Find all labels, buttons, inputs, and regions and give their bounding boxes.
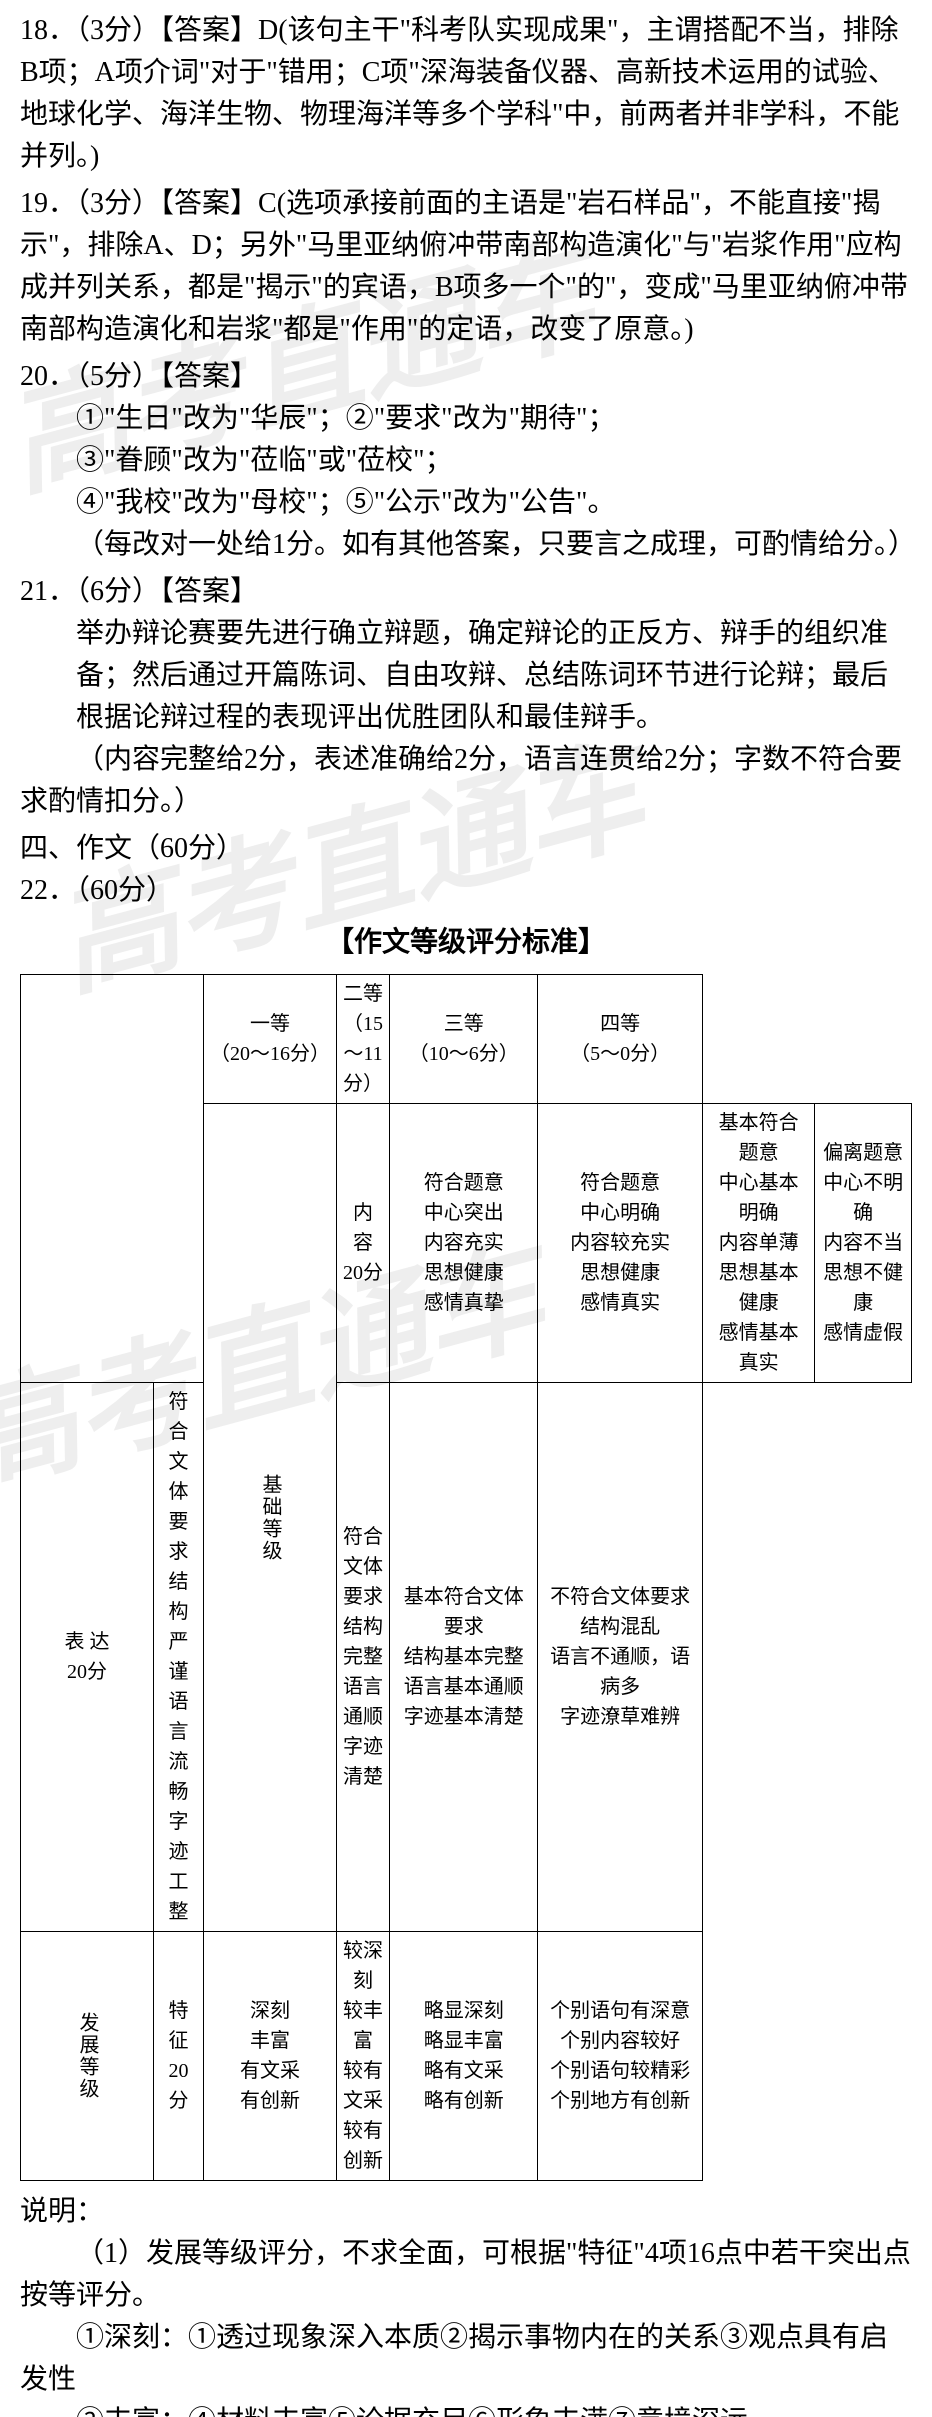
question-21: 21．（6分）【答案】 举办辩论赛要先进行确立辩题，确定辩论的正反方、辩手的组织… [20, 571, 912, 823]
expression-col4: 不符合文体要求 结构混乱 语言不通顺，语病多 字迹潦草难辨 [538, 1383, 702, 1932]
q21-points: （6分） [76, 576, 160, 607]
feature-label: 特 征20分 [154, 1932, 204, 2181]
q20-line3: ④"我校"改为"母校"；⑤"公示"改为"公告"。 [20, 482, 912, 524]
table-row-feature: 发展等级 特 征20分 深刻 丰富 有文采 有创新 较深刻 较丰富 较有文采 较… [21, 1932, 912, 2181]
q18-points: （3分） [76, 15, 160, 46]
q19-label: 【答案】 [160, 188, 258, 219]
content-col3: 基本符合题意 中心基本明确 内容单薄 思想基本健康 感情基本真实 [702, 1104, 815, 1383]
question-20: 20．（5分）【答案】 ①"生日"改为"华辰"；②"要求"改为"期待"； ③"眷… [20, 356, 912, 566]
feature-col3: 略显深刻 略显丰富 略有文采 略有创新 [390, 1932, 538, 2181]
table-row-expression: 表 达20分 符合文体要求 结构严谨 语言流畅 字迹工整 符合文体要求 结构完整… [21, 1383, 912, 1932]
question-19: 19．（3分）【答案】C(选项承接前面的主语是"岩石样品"，不能直接"揭示"，排… [20, 183, 912, 351]
expression-col1: 符合文体要求 结构严谨 语言流畅 字迹工整 [154, 1383, 204, 1932]
q22-number: 22． [20, 875, 76, 906]
content-label: 内 容20分 [337, 1104, 390, 1383]
explanation-item1: （1）发展等级评分，不求全面，可根据"特征"4项16点中若干突出点按等评分。 [20, 2233, 912, 2317]
header-col1: 一等（20～16分） [204, 975, 337, 1104]
q20-line1: ①"生日"改为"华辰"；②"要求"改为"期待"； [20, 398, 912, 440]
section-4-title: 四、作文（60分） [20, 828, 912, 870]
table-title: 【作文等级评分标准】 [20, 922, 912, 964]
content-col4: 偏离题意 中心不明确 内容不当 思想不健康 感情虚假 [815, 1104, 912, 1383]
table-header-row: 一等（20～16分） 二等（15～11分） 三等（10～6分） 四等（5～0分） [21, 975, 912, 1104]
content-col1: 符合题意 中心突出 内容充实 思想健康 感情真挚 [390, 1104, 538, 1383]
q22-points: （60分） [76, 875, 174, 906]
explanation-sub1: ①深刻：①透过现象深入本质②揭示事物内在的关系③观点具有启发性 [20, 2317, 912, 2401]
q18-label: 【答案】 [160, 15, 258, 46]
explanation-sub2: ②丰富：④材料丰富⑤论据充足⑥形象丰满⑦意境深远 [20, 2401, 912, 2417]
scoring-table: 一等（20～16分） 二等（15～11分） 三等（10～6分） 四等（5～0分）… [20, 974, 912, 2181]
q19-points: （3分） [76, 188, 160, 219]
q21-label: 【答案】 [160, 576, 258, 607]
explanation-title: 说明： [20, 2191, 912, 2233]
header-col3: 三等（10～6分） [390, 975, 538, 1104]
q20-number: 20． [20, 361, 76, 392]
q18-number: 18． [20, 15, 76, 46]
q21-answer: 举办辩论赛要先进行确立辩题，确定辩论的正反方、辩手的组织准备；然后通过开篇陈词、… [20, 613, 912, 739]
document-content: 18．（3分）【答案】D(该句主干"科考队实现成果"，主谓搭配不当，排除B项；A… [20, 10, 912, 2417]
q20-line2: ③"眷顾"改为"莅临"或"莅校"； [20, 440, 912, 482]
content-col2: 符合题意 中心明确 内容较充实 思想健康 感情真实 [538, 1104, 702, 1383]
expression-col3: 基本符合文体要求 结构基本完整 语言基本通顺 字迹基本清楚 [390, 1383, 538, 1932]
expression-col2: 符合文体要求 结构完整 语言通顺 字迹清楚 [337, 1383, 390, 1932]
feature-col2: 较深刻 较丰富 较有文采 较有创新 [337, 1932, 390, 2181]
expression-label: 表 达20分 [21, 1383, 154, 1932]
question-22: 22．（60分） [20, 870, 912, 912]
q21-note: （内容完整给2分，表述准确给2分，语言连贯给2分；字数不符合要求酌情扣分。） [20, 739, 912, 823]
q20-points: （5分） [76, 361, 160, 392]
feature-col1: 深刻 丰富 有文采 有创新 [204, 1932, 337, 2181]
header-col4: 四等（5～0分） [538, 975, 702, 1104]
q20-label: 【答案】 [160, 361, 258, 392]
q20-note: （每改对一处给1分。如有其他答案，只要言之成理，可酌情给分。） [20, 524, 912, 566]
q21-number: 21． [20, 576, 76, 607]
question-18: 18．（3分）【答案】D(该句主干"科考队实现成果"，主谓搭配不当，排除B项；A… [20, 10, 912, 178]
feature-col4: 个别语句有深意 个别内容较好 个别语句较精彩 个别地方有创新 [538, 1932, 702, 2181]
group1-label: 基础等级 [204, 1104, 337, 1932]
header-col2: 二等（15～11分） [337, 975, 390, 1104]
q19-number: 19． [20, 188, 76, 219]
group2-label: 发展等级 [21, 1932, 154, 2181]
